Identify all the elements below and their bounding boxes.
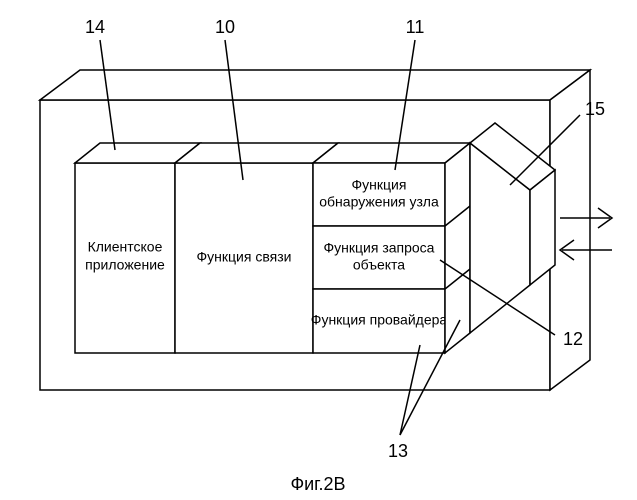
ref-15: 15 <box>585 99 605 119</box>
detect-label-l1: Функция <box>352 177 407 193</box>
ref-11: 11 <box>406 17 425 37</box>
ref-12: 12 <box>563 329 583 349</box>
comm-top <box>175 143 338 163</box>
provider-label: Функция провайдера <box>311 312 448 328</box>
query-label-l2: объекта <box>353 257 405 273</box>
comm-label: Функция связи <box>197 249 292 265</box>
ref-10: 10 <box>215 17 235 37</box>
diagram-svg: Клиентское приложение Функция связи Функ… <box>0 0 637 500</box>
detect-label-l2: обнаружения узла <box>319 194 439 210</box>
figure-caption: Фиг.2B <box>290 474 345 494</box>
stack-right <box>445 143 470 353</box>
iface-right <box>530 170 555 285</box>
outer-top <box>40 70 590 100</box>
client-app-label-l1: Клиентское <box>88 239 163 255</box>
query-label-l1: Функция запроса <box>324 240 435 256</box>
ref-14: 14 <box>85 17 105 37</box>
client-app-label-l2: приложение <box>85 257 165 273</box>
stack-top <box>313 143 470 163</box>
ref-13: 13 <box>388 441 408 461</box>
